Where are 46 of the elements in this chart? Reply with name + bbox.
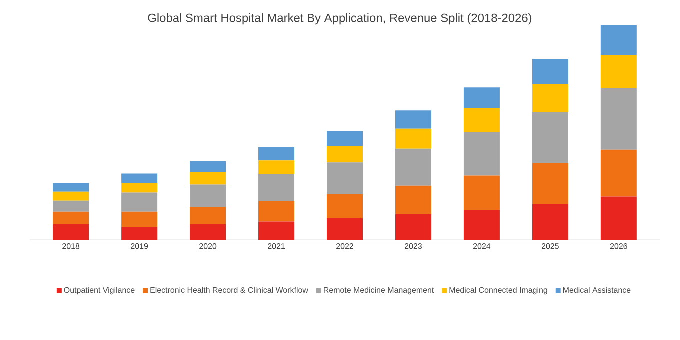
bar bbox=[258, 201, 295, 222]
bar bbox=[327, 194, 364, 218]
bar bbox=[395, 110, 432, 129]
chart-title: Global Smart Hospital Market By Application, Revenue Split (2018-2026) bbox=[148, 14, 532, 25]
bar bbox=[327, 162, 364, 194]
bar bbox=[258, 148, 295, 161]
bar bbox=[532, 84, 568, 113]
bar bbox=[190, 224, 226, 240]
bar bbox=[190, 172, 226, 185]
bar bbox=[464, 210, 500, 240]
bar bbox=[464, 108, 500, 132]
bar bbox=[258, 174, 295, 202]
bar bbox=[53, 183, 90, 192]
bar bbox=[122, 183, 158, 193]
bar bbox=[464, 132, 500, 176]
bar bbox=[532, 204, 568, 240]
bar bbox=[395, 148, 432, 186]
bar bbox=[464, 88, 500, 108]
bar bbox=[327, 146, 364, 163]
bar bbox=[600, 196, 637, 240]
bar bbox=[600, 88, 637, 150]
bar bbox=[600, 24, 637, 56]
bar bbox=[327, 131, 364, 146]
bar bbox=[395, 214, 432, 240]
bar bbox=[190, 207, 226, 225]
bar bbox=[122, 227, 158, 240]
bar bbox=[190, 184, 226, 208]
bar bbox=[395, 186, 432, 214]
bar bbox=[122, 212, 158, 228]
bar bbox=[532, 112, 568, 164]
bar bbox=[53, 200, 90, 212]
bar bbox=[258, 222, 295, 240]
bar bbox=[53, 224, 90, 240]
bar bbox=[600, 55, 637, 88]
bar bbox=[122, 174, 158, 184]
bar bbox=[327, 218, 364, 240]
bar bbox=[53, 192, 90, 201]
bar bbox=[122, 192, 158, 212]
bar bbox=[464, 176, 500, 210]
bar bbox=[532, 163, 568, 204]
bar bbox=[190, 162, 226, 172]
bar bbox=[395, 128, 432, 149]
bar bbox=[53, 212, 90, 225]
bar bbox=[258, 160, 295, 174]
bar bbox=[532, 59, 568, 84]
bar bbox=[600, 150, 637, 197]
